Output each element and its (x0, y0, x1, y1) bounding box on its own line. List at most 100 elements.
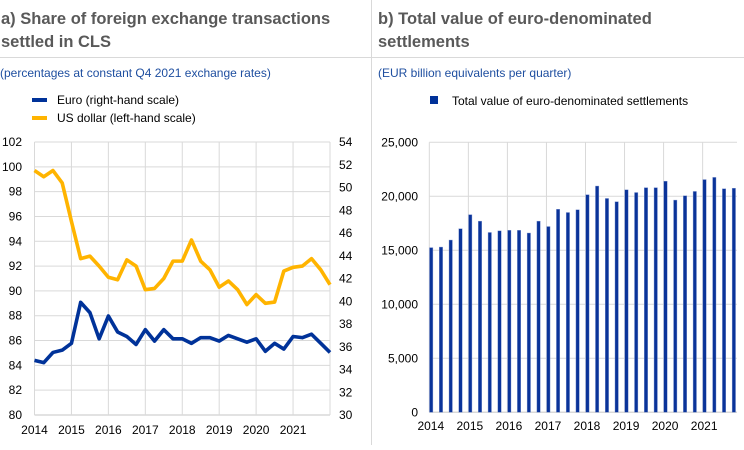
right-y-tick-label: 54 (339, 135, 353, 149)
right-y-tick-label: 40 (339, 294, 353, 308)
bar (526, 232, 531, 413)
y-tick-label: 20,000 (381, 189, 418, 203)
y-tick-label: 25,000 (381, 135, 418, 149)
x-tick-label: 2014 (21, 423, 48, 437)
bar (731, 187, 736, 413)
x-tick-label: 2016 (496, 419, 523, 433)
bar (546, 226, 551, 413)
x-tick-label: 2018 (169, 423, 196, 437)
legend-label-us-dollar: US dollar (left-hand scale) (57, 111, 196, 125)
x-tick-label: 2017 (535, 419, 562, 433)
x-tick-label: 2021 (280, 423, 307, 437)
bar (439, 246, 443, 413)
right-y-tick-label: 42 (339, 272, 353, 286)
left-y-tick-label: 102 (2, 135, 22, 149)
x-axis-labels: 2014 2015 2016 2017 2018 2019 2020 2021 (417, 419, 717, 433)
legend-label-euro: Euro (right-hand scale) (57, 93, 180, 107)
left-y-tick-label: 98 (9, 185, 23, 199)
bar (497, 230, 502, 413)
left-y-tick-label: 88 (9, 309, 23, 323)
left-y-tick-label: 90 (9, 284, 23, 298)
right-y-tick-label: 46 (339, 226, 353, 240)
bar (644, 187, 648, 413)
bar (653, 187, 658, 413)
y-tick-label: 0 (411, 405, 418, 419)
bar (458, 228, 463, 413)
legend-line-marker-euro (32, 98, 47, 102)
left-y-tick-label: 92 (9, 259, 23, 273)
bar (702, 179, 707, 413)
title-divider (0, 57, 744, 58)
bar (614, 201, 619, 413)
right-y-tick-label: 50 (339, 181, 353, 195)
right-y-tick-label: 32 (339, 385, 353, 399)
bar (712, 177, 717, 413)
x-tick-label: 2019 (206, 423, 233, 437)
x-tick-label: 2015 (456, 419, 483, 433)
right-y-tick-label: 44 (339, 249, 353, 263)
x-tick-label: 2020 (652, 419, 679, 433)
left-y-tick-label: 84 (9, 358, 23, 372)
bars (429, 177, 736, 413)
y-tick-label: 10,000 (381, 297, 418, 311)
us-dollar-series-line (33, 168, 332, 307)
bar (585, 194, 590, 413)
right-y-tick-label: 38 (339, 317, 353, 331)
x-axis-labels: 2014 2015 2016 2017 2018 2019 2020 2021 (21, 423, 307, 437)
bar (595, 185, 600, 413)
panel-b-title-line-1: b) Total value of euro-denominated (378, 10, 652, 28)
x-tick-label: 2021 (691, 419, 718, 433)
bar (487, 232, 492, 413)
y-tick-label: 15,000 (381, 243, 418, 257)
panel-b-title: b) Total value of euro-denominated settl… (378, 8, 652, 54)
left-y-tick-label: 96 (9, 209, 23, 223)
left-y-tick-label: 100 (2, 160, 22, 174)
y-tick-label: 5,000 (388, 351, 418, 365)
right-y-axis-labels: 30 32 34 36 38 40 42 44 46 48 50 52 54 (339, 135, 353, 422)
x-tick-label: 2016 (95, 423, 122, 437)
left-y-tick-label: 80 (9, 408, 23, 422)
panel-a-title-line-2: settled in CLS (1, 33, 112, 51)
bar (556, 209, 561, 413)
bar (478, 220, 482, 413)
panel-a-title: a) Share of foreign exchange transaction… (1, 8, 330, 54)
bar (429, 247, 434, 413)
panel-a-subtitle: (percentages at constant Q4 2021 exchang… (0, 66, 271, 80)
bar (692, 191, 697, 413)
panel-separator (371, 0, 372, 445)
bar (722, 188, 726, 413)
right-y-tick-label: 34 (339, 363, 353, 377)
bar (448, 239, 453, 413)
bar (468, 214, 473, 413)
legend-line-marker-us-dollar (32, 116, 47, 120)
bar (634, 192, 639, 413)
panel-a-title-line-1: a) Share of foreign exchange transaction… (1, 10, 331, 28)
right-y-tick-label: 52 (339, 158, 353, 172)
x-tick-label: 2018 (574, 419, 601, 433)
panel-b-subtitle: (EUR billion equivalents per quarter) (378, 66, 572, 80)
bar (507, 230, 512, 413)
left-y-tick-label: 94 (9, 234, 23, 248)
left-y-axis-labels: 80 82 84 86 88 90 92 94 96 98 100 102 (2, 135, 22, 422)
bar (536, 220, 541, 413)
bar (575, 209, 580, 413)
y-axis-labels: 0 5,000 10,000 15,000 20,000 25,000 (381, 135, 418, 419)
bar (605, 198, 609, 413)
panel-b-title-line-2: settlements (378, 33, 470, 51)
right-y-tick-label: 30 (339, 408, 353, 422)
bar (663, 180, 668, 413)
gridlines (428, 141, 737, 414)
legend-label-euro-settlements: Total value of euro-denominated settleme… (452, 94, 689, 108)
x-tick-label: 2019 (613, 419, 640, 433)
left-y-tick-label: 86 (9, 334, 23, 348)
x-tick-label: 2020 (243, 423, 270, 437)
bar (624, 189, 629, 413)
x-tick-label: 2014 (417, 419, 444, 433)
bar (565, 212, 570, 413)
legend-square-marker-euro-settlements (430, 96, 438, 104)
bar (517, 230, 521, 413)
right-y-tick-label: 36 (339, 340, 353, 354)
x-tick-label: 2015 (58, 423, 85, 437)
